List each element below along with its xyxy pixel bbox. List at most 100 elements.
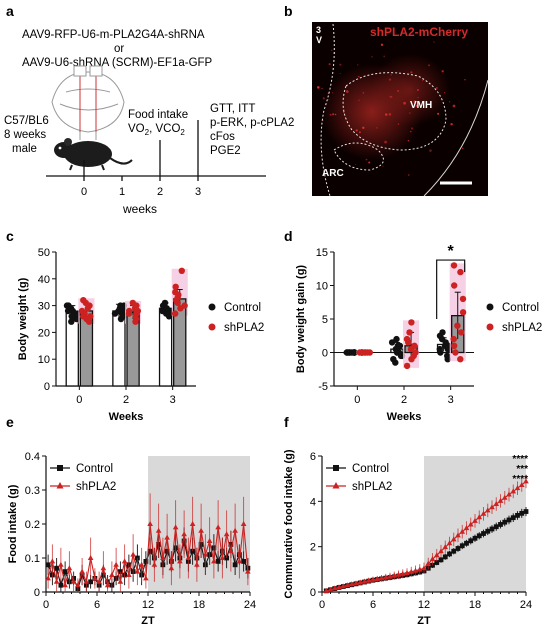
y-tick-label: 5: [322, 314, 328, 326]
legend-label: Control: [352, 463, 389, 475]
mcherry-speckle: [407, 174, 410, 176]
mcherry-speckle: [384, 140, 387, 144]
data-point: [202, 551, 209, 557]
data-point: [450, 262, 458, 269]
mcherry-speckle: [409, 112, 411, 114]
data-point: [391, 572, 398, 578]
data-point: [425, 560, 432, 566]
y-axis-label: Commurative food intake (g): [283, 449, 295, 598]
chart-e: 0 0.1 0.2 0.3 0.4 0 6 12 18 24 ZT Food intake (g) Co…: [7, 451, 256, 627]
data-point: [406, 329, 413, 336]
x-tick-label: 3: [448, 394, 454, 406]
data-point: [408, 568, 415, 574]
data-point: [484, 507, 491, 513]
mcherry-speckle: [437, 112, 440, 115]
mcherry-speckle: [428, 64, 430, 67]
timeline-tick-0: 0: [81, 186, 87, 198]
data-point: [100, 565, 107, 571]
data-point: [468, 538, 474, 544]
data-point: [421, 565, 427, 571]
data-point: [62, 569, 68, 574]
data-point: [232, 527, 238, 533]
data-point: [408, 319, 415, 326]
data-point: [206, 538, 213, 543]
data-point: [446, 540, 453, 546]
vector-or: or: [114, 43, 124, 55]
mcherry-speckle: [383, 55, 386, 58]
data-point: [451, 548, 457, 554]
significance-marker: ***: [516, 464, 528, 475]
data-point: [92, 575, 98, 581]
x-tick-label: 12: [418, 599, 430, 611]
y-axis-label: Body weight (g): [17, 277, 29, 360]
region-3v-a: 3: [316, 25, 321, 35]
data-point: [143, 559, 149, 564]
data-point: [64, 307, 72, 315]
mcherry-speckle: [334, 113, 337, 116]
data-point: [65, 302, 72, 309]
mouse-age: 8 weeks: [4, 129, 46, 141]
mcherry-speckle: [332, 113, 335, 116]
data-point: [58, 582, 64, 588]
mcherry-speckle: [357, 64, 359, 66]
vector-line-1: AAV9-RFP-U6-m-PLA2G4A-shRNA: [22, 29, 205, 41]
data-point: [489, 504, 495, 510]
data-point: [485, 528, 491, 534]
mcherry-speckle: [339, 63, 342, 66]
data-point: [434, 560, 440, 565]
y-tick-label: 0: [322, 348, 328, 360]
y-tick-label: 30: [38, 301, 50, 313]
region-outlines: [320, 23, 447, 197]
chart-c: 0 10 20 30 40 50 0 2 3 Weeks Body weight (g) Contro…: [17, 247, 264, 423]
mcherry-speckle: [389, 95, 392, 98]
data-point: [168, 565, 175, 571]
data-point: [502, 519, 508, 525]
mcherry-speckle: [415, 104, 418, 107]
data-point: [397, 352, 405, 360]
data-point: [68, 313, 75, 320]
mcherry-speckle: [416, 89, 419, 91]
y-tick-label: 4: [310, 496, 316, 508]
vector-line-2: AAV9-U6-shRNA (SCRM)-EF1a-GFP: [22, 57, 213, 69]
event-week2-line2: VO2, VCO2: [128, 123, 185, 137]
panel-e-label: e: [6, 414, 14, 430]
data-point: [88, 579, 94, 585]
mcherry-speckle: [371, 56, 373, 58]
data-point: [523, 478, 529, 484]
data-point: [404, 569, 410, 575]
mcherry-speckle: [318, 41, 321, 44]
data-point: [45, 575, 51, 581]
data-point: [66, 565, 73, 571]
data-point: [489, 526, 495, 532]
mcherry-speckle: [388, 113, 392, 116]
mouse-sex: male: [12, 143, 37, 155]
data-point: [331, 585, 338, 591]
y-tick-label: 0.3: [25, 485, 40, 497]
data-point: [358, 349, 365, 356]
legend-marker: [486, 303, 494, 311]
mcherry-speckle: [410, 130, 412, 133]
data-point: [134, 568, 141, 574]
mcherry-speckle: [407, 140, 409, 142]
timeline-tick-1: 1: [119, 186, 125, 198]
data-point: [467, 521, 474, 527]
y-tick-label: 0.2: [25, 519, 40, 531]
mcherry-speckle: [322, 97, 325, 100]
data-point: [459, 295, 467, 303]
mcherry-speckle: [396, 89, 400, 93]
data-point: [429, 556, 436, 562]
data-point: [514, 485, 521, 491]
data-point: [116, 305, 124, 312]
timeline: [46, 120, 266, 181]
data-point: [510, 515, 516, 521]
mcherry-speckle: [435, 87, 438, 89]
mcherry-speckle: [362, 92, 364, 94]
chart-d: -5 0 5 10 15 0 2 3 Weeks Body weight gain (g) Cont…: [295, 243, 542, 423]
data-point: [245, 568, 251, 574]
data-point: [172, 524, 179, 530]
x-tick-label: 2: [401, 394, 407, 406]
data-point: [126, 572, 132, 577]
legend-marker: [208, 323, 216, 331]
mcherry-speckle: [346, 90, 349, 93]
mcherry-speckle: [448, 101, 451, 103]
